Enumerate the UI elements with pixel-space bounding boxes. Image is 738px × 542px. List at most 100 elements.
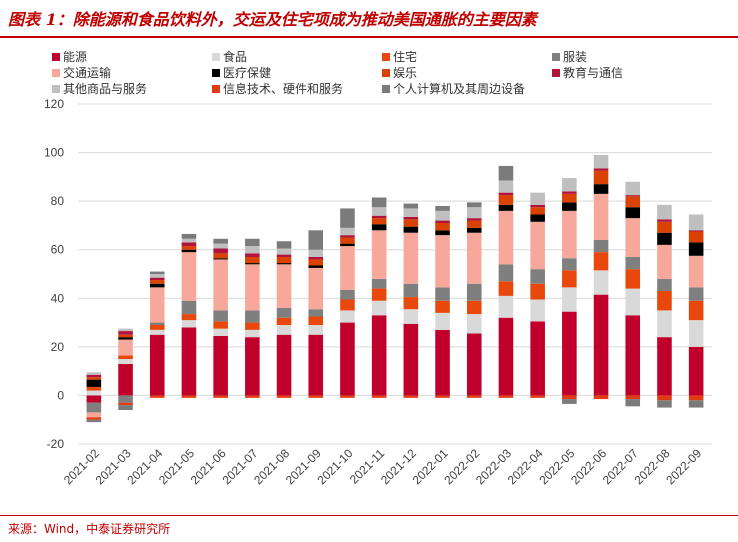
bar-segment bbox=[435, 220, 450, 223]
bar-segment bbox=[149, 271, 165, 274]
bar-segment bbox=[688, 242, 704, 256]
bar-segment bbox=[657, 400, 672, 408]
bar-segment bbox=[625, 315, 641, 396]
bar-segment bbox=[562, 193, 577, 203]
bar-segment bbox=[371, 278, 387, 289]
legend-label: 能源 bbox=[63, 50, 88, 64]
bar-segment bbox=[498, 195, 514, 205]
bar-segment bbox=[149, 334, 165, 396]
bar-segment bbox=[498, 204, 514, 211]
bar-segment bbox=[435, 210, 450, 221]
bar-segment bbox=[149, 322, 165, 325]
bar-segment bbox=[657, 337, 672, 396]
y-tick-label: 20 bbox=[51, 340, 65, 354]
bar-segment bbox=[213, 335, 228, 396]
bar-segment bbox=[213, 328, 228, 336]
bar-segment bbox=[276, 325, 292, 335]
legend-swatch bbox=[212, 53, 220, 61]
bar-segment bbox=[340, 289, 355, 300]
bar-segment bbox=[276, 395, 292, 398]
bar-segment bbox=[403, 283, 419, 298]
bar-segment bbox=[466, 395, 482, 398]
bar-segment bbox=[562, 399, 577, 404]
bar-segment bbox=[562, 178, 577, 192]
bar-segment bbox=[435, 223, 450, 231]
bar-segment bbox=[276, 257, 292, 264]
bar-segment bbox=[498, 180, 514, 193]
bar-segment bbox=[625, 395, 641, 400]
legend-swatch bbox=[212, 85, 220, 93]
bar-segment bbox=[657, 310, 672, 338]
bar-segment bbox=[403, 208, 419, 217]
legend-label: 食品 bbox=[223, 50, 248, 64]
bar-segment bbox=[403, 232, 419, 284]
bar-segment bbox=[181, 314, 197, 321]
bar-segment bbox=[86, 395, 102, 403]
bar-segment bbox=[657, 395, 672, 401]
bar-segment bbox=[562, 210, 577, 259]
bar-segment bbox=[340, 235, 355, 238]
bar-segment bbox=[118, 355, 133, 359]
bar-segment bbox=[625, 218, 641, 257]
legend-swatch bbox=[52, 69, 60, 77]
bar-segment bbox=[340, 237, 355, 244]
bar-segment bbox=[371, 215, 387, 219]
bar-segment bbox=[530, 192, 545, 205]
bar-segment bbox=[403, 226, 419, 233]
bar-segment bbox=[688, 346, 704, 396]
bar-segment bbox=[340, 395, 355, 398]
legend-item: 医疗保健 bbox=[212, 66, 271, 81]
bar-segment bbox=[593, 395, 609, 400]
bar-segment bbox=[86, 379, 102, 387]
bar-segment bbox=[435, 230, 450, 236]
bar-segment bbox=[562, 191, 577, 194]
bar-segment bbox=[181, 238, 197, 243]
bar-segment bbox=[435, 395, 450, 398]
bar-segment bbox=[466, 314, 482, 334]
bar-segment bbox=[593, 168, 609, 171]
bar-segment bbox=[118, 363, 133, 396]
bar-segment bbox=[466, 232, 482, 284]
x-tick-label: 2021-10 bbox=[315, 446, 356, 487]
bar-segment bbox=[308, 334, 324, 396]
legend-item: 其他商品与服务 bbox=[52, 82, 147, 97]
legend-swatch bbox=[382, 53, 390, 61]
bar-segment bbox=[213, 310, 228, 322]
bar-segment bbox=[466, 283, 482, 301]
bar-segment bbox=[435, 206, 450, 211]
bar-segment bbox=[466, 220, 482, 228]
y-tick-label: 80 bbox=[51, 194, 65, 208]
bar-segment bbox=[498, 210, 514, 265]
bar-segment bbox=[86, 386, 102, 391]
bar-segment bbox=[593, 252, 609, 271]
bar-segment bbox=[371, 315, 387, 396]
bar-segment bbox=[593, 155, 609, 169]
bar-segment bbox=[245, 257, 260, 264]
bar-segment bbox=[340, 322, 355, 396]
bar-segment bbox=[86, 377, 102, 380]
bar-segment bbox=[245, 246, 260, 254]
bar-segment bbox=[371, 230, 387, 279]
legend-label: 服装 bbox=[563, 50, 588, 64]
bar-segment bbox=[276, 263, 292, 265]
bar-segment bbox=[371, 300, 387, 316]
bar-segment bbox=[688, 255, 704, 288]
bar-segment bbox=[530, 207, 545, 215]
bar-segment bbox=[625, 399, 641, 407]
bar-segment bbox=[118, 402, 133, 406]
bar-segment bbox=[245, 395, 260, 398]
legend-swatch bbox=[552, 53, 560, 61]
bar-segment bbox=[181, 252, 197, 301]
bar-segment bbox=[118, 339, 133, 356]
legend-swatch bbox=[52, 53, 60, 61]
bar-segment bbox=[276, 317, 292, 325]
bar-segment bbox=[308, 259, 324, 266]
bar-segment bbox=[308, 265, 324, 268]
bar-segment bbox=[213, 258, 228, 260]
figure-header: 图表 1：除能源和食品饮料外，交运及住宅项成为推动美国通胀的主要因素 bbox=[0, 0, 738, 38]
bar-segment bbox=[340, 310, 355, 323]
bar-segment bbox=[213, 238, 228, 244]
bar-segment bbox=[625, 195, 641, 197]
bar-segment bbox=[562, 258, 577, 271]
source-divider bbox=[0, 515, 738, 516]
